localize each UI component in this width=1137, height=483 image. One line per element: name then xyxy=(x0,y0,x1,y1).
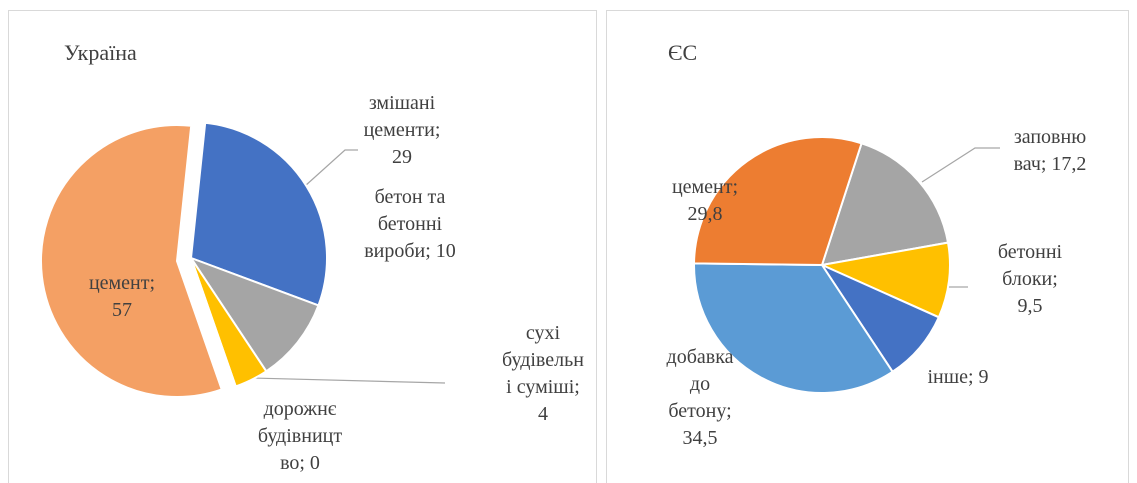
pie-slice xyxy=(692,136,863,267)
data-label: заповнювач; 17,2 xyxy=(1013,126,1087,175)
pie-slice xyxy=(40,124,223,398)
data-label: інше; 9 xyxy=(927,366,989,388)
data-label: дорожнє будівництво; 0 xyxy=(257,398,343,474)
leader-line xyxy=(251,377,446,384)
chart-frame xyxy=(606,10,1129,483)
leader-line xyxy=(921,147,1000,183)
data-label: цемент; 29,8 xyxy=(671,176,739,225)
data-label: бетонні блоки; 9,5 xyxy=(997,241,1063,317)
pie-slice xyxy=(818,241,951,319)
data-label: сухі будівельні суміші; 4 xyxy=(502,322,584,425)
data-label: змішані цементи; 29 xyxy=(363,92,441,168)
pie-slice xyxy=(693,262,894,394)
pie-slice xyxy=(820,142,950,267)
leader-line xyxy=(304,149,358,187)
chart-frame xyxy=(8,10,597,483)
chart-title: ЄС xyxy=(668,40,698,65)
chart-title: Україна xyxy=(64,40,137,65)
data-label: бетон та бетонні вироби; 10 xyxy=(364,186,456,262)
pie-slice xyxy=(190,257,237,387)
pie-slice xyxy=(189,121,328,307)
data-label: цемент; 57 xyxy=(88,272,156,321)
data-label: добавка до бетону; 34,5 xyxy=(666,346,734,449)
pie-slice xyxy=(188,255,320,373)
